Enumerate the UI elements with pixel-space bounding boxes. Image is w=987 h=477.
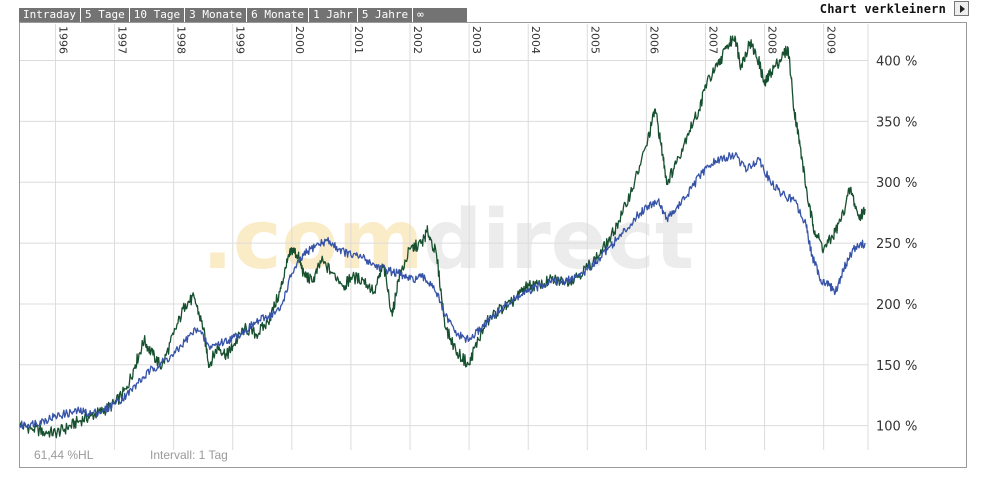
watermark: .comdirect	[202, 193, 694, 288]
y-tick-label-250: 250 %	[876, 237, 917, 252]
play-arrow-icon[interactable]	[954, 1, 969, 16]
time-range-tabs: Intraday 5 Tage 10 Tage 3 Monate 6 Monat…	[19, 8, 468, 22]
x-tick-label-1999: 1999	[234, 26, 247, 54]
x-tick-label-1997: 1997	[116, 26, 129, 54]
series-line-2	[19, 151, 866, 430]
y-tick-label-400: 400 %	[876, 55, 917, 70]
tab-intraday[interactable]: Intraday	[19, 8, 81, 22]
x-tick-label-2003: 2003	[470, 26, 483, 54]
x-tick-label-2000: 2000	[293, 26, 306, 54]
high-low-readout: 61,44 %HL	[34, 448, 94, 462]
y-tick-label-100: 100 %	[876, 420, 917, 435]
tab-5-years[interactable]: 5 Jahre	[358, 8, 414, 22]
tab-10-days[interactable]: 10 Tage	[130, 8, 186, 22]
shrink-chart-label: Chart verkleinern	[819, 1, 946, 16]
x-tick-label-2009: 2009	[825, 26, 838, 54]
y-tick-label-200: 200 %	[876, 298, 917, 313]
y-tick-label-350: 350 %	[876, 115, 917, 130]
tab-max[interactable]: ∞	[417, 8, 424, 21]
watermark-part-1: .com	[202, 193, 424, 288]
tab-1-year[interactable]: 1 Jahr	[309, 8, 358, 22]
watermark-part-2: direct	[423, 193, 694, 288]
x-tick-label-2001: 2001	[352, 26, 365, 54]
interval-readout: Intervall: 1 Tag	[150, 448, 228, 462]
y-tick-label-300: 300 %	[876, 176, 917, 191]
chart-frame	[19, 22, 967, 468]
tab-3-months[interactable]: 3 Monate	[185, 8, 248, 22]
series-line-1	[19, 35, 866, 439]
y-tick-label-150: 150 %	[876, 359, 917, 374]
x-tick-label-2002: 2002	[411, 26, 424, 54]
x-tick-label-2005: 2005	[588, 26, 601, 54]
x-tick-label-2008: 2008	[766, 26, 779, 54]
x-tick-label-2007: 2007	[706, 26, 719, 54]
x-tick-label-2004: 2004	[529, 26, 542, 54]
shrink-chart-button[interactable]: Chart verkleinern	[820, 1, 969, 16]
x-tick-label-2006: 2006	[647, 26, 660, 54]
tab-6-months[interactable]: 6 Monate	[247, 8, 310, 22]
x-tick-label-1998: 1998	[175, 26, 188, 54]
tab-5-days[interactable]: 5 Tage	[81, 8, 130, 22]
x-tick-label-1996: 1996	[56, 26, 69, 54]
